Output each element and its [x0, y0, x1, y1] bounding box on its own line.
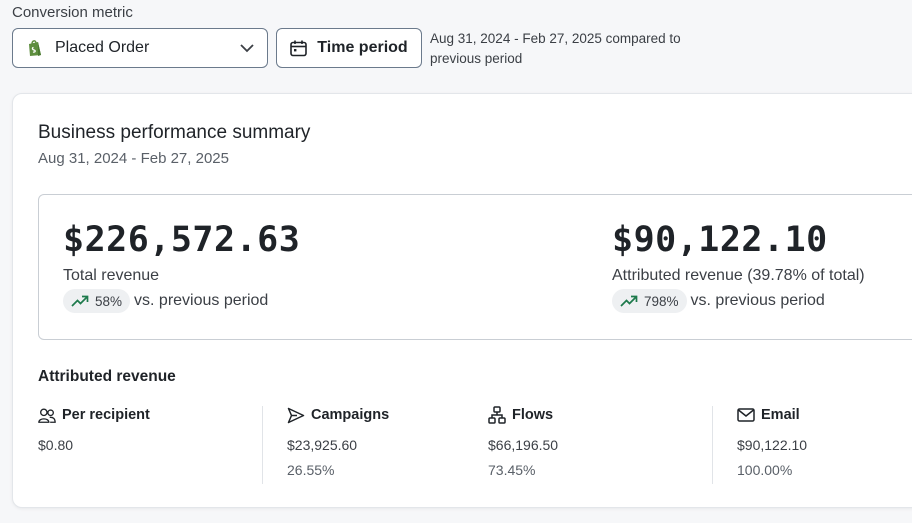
trend-up-icon [71, 294, 89, 308]
time-period-button[interactable]: Time period [276, 28, 422, 68]
stat-value: $66,196.50 [488, 437, 559, 453]
card-title: Business performance summary [38, 122, 311, 143]
attributed-revenue-change-badge: 798% [612, 289, 687, 313]
stat-label: Campaigns [311, 407, 390, 423]
stat-label: Per recipient [62, 407, 150, 423]
total-revenue-change: 58% [95, 293, 123, 309]
date-range-note: Aug 31, 2024 - Feb 27, 2025 compared to … [430, 31, 681, 66]
chevron-down-icon [239, 40, 255, 56]
total-revenue-amount: $226,572.63 [63, 220, 301, 260]
calendar-icon [290, 39, 308, 57]
total-revenue-kpi: $226,572.63 Total revenue 58% vs. previo… [63, 219, 300, 313]
attributed-revenue-label: Attributed revenue (39.78% of total) [612, 267, 865, 284]
stat-share: 73.45% [488, 462, 536, 478]
revenue-summary-box: $226,572.63 Total revenue 58% vs. previo… [38, 194, 912, 340]
attributed-revenue-amount: $90,122.10 [612, 220, 828, 260]
trend-up-icon [620, 294, 638, 308]
attributed-revenue-change: 798% [644, 293, 679, 309]
conversion-metric-value: Placed Order [55, 39, 150, 56]
send-icon [287, 406, 305, 424]
conversion-metric-select[interactable]: Placed Order [12, 28, 268, 68]
stat-share: 100.00% [737, 462, 793, 478]
total-revenue-change-badge: 58% [63, 289, 131, 313]
flow-icon [488, 406, 506, 424]
shopify-icon [27, 38, 45, 58]
business-summary-card: Business performance summary Aug 31, 202… [12, 93, 912, 508]
stat-flows: Flows $66,196.50 73.45% [488, 406, 558, 484]
attributed-revenue-vs: vs. previous period [690, 292, 825, 309]
stat-value: $90,122.10 [737, 437, 808, 453]
stat-campaigns: Campaigns $23,925.60 26.55% [287, 406, 389, 484]
stat-email: Email $90,122.10 100.00% [737, 406, 807, 484]
stat-value: $23,925.60 [287, 437, 358, 453]
stat-label: Email [761, 407, 800, 423]
conversion-metric-label: Conversion metric [12, 4, 133, 21]
stat-label: Flows [512, 407, 554, 423]
stat-share: 26.55% [287, 462, 335, 478]
time-period-label: Time period [317, 39, 408, 56]
stat-per-recipient: Per recipient $0.80 [38, 406, 150, 484]
total-revenue-vs: vs. previous period [134, 292, 269, 309]
total-revenue-label: Total revenue [63, 267, 160, 284]
attributed-revenue-kpi: $90,122.10 Attributed revenue (39.78% of… [612, 219, 865, 313]
divider [262, 406, 263, 484]
mail-icon [737, 406, 755, 424]
divider [712, 406, 713, 484]
attributed-revenue-section-title: Attributed revenue [38, 368, 176, 385]
stat-value: $0.80 [38, 437, 74, 453]
card-date-range: Aug 31, 2024 - Feb 27, 2025 [38, 150, 229, 167]
users-icon [38, 406, 56, 424]
